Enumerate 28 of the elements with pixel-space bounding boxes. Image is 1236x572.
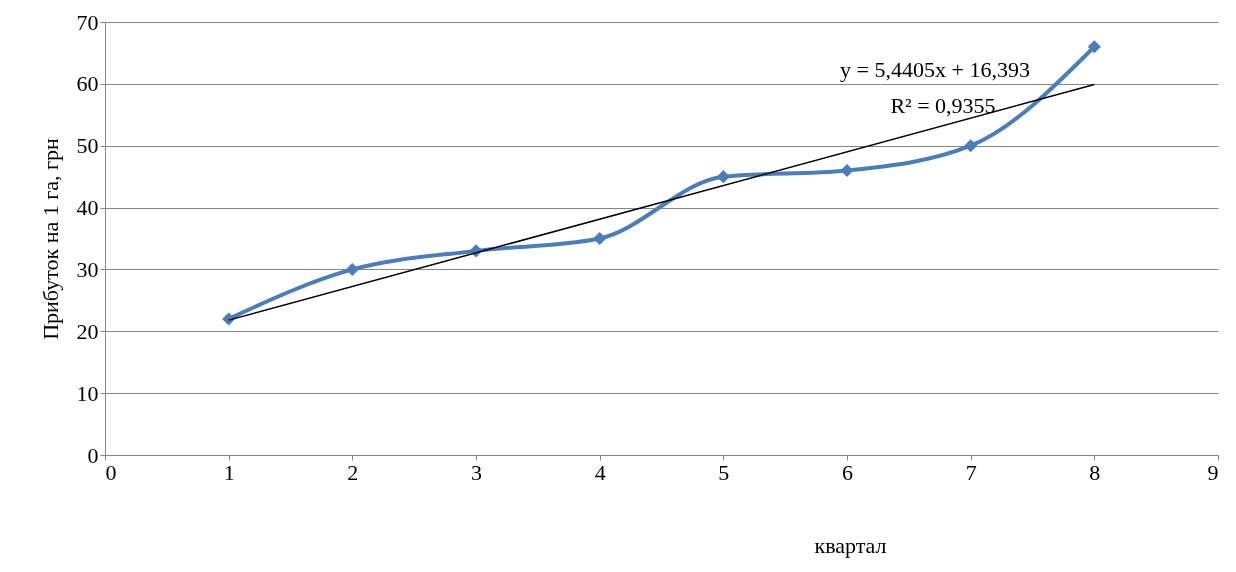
x-axis-title: квартал (814, 532, 887, 558)
y-axis-title: Прибуток на 1 га, грн (37, 137, 63, 340)
point (345, 262, 359, 276)
x-tick-label: 2 (347, 459, 359, 485)
point (1087, 40, 1101, 54)
point (964, 139, 978, 153)
point (593, 231, 607, 246)
x-tick-label: 1 (223, 459, 235, 485)
x-tick-label: 8 (1089, 459, 1101, 485)
annotation: R² = 0,9355 (890, 93, 996, 118)
y-tick-label: 30 (76, 256, 99, 282)
y-tick-label: 20 (76, 318, 99, 344)
y-tick-label: 60 (76, 71, 99, 97)
y-tick-label: 70 (76, 9, 99, 35)
y-tick-label: 0 (87, 442, 99, 468)
x-tick-label: 6 (842, 459, 853, 485)
x-tick-label: 3 (471, 459, 482, 485)
y-tick-label: 10 (76, 380, 99, 406)
x-tick-label: 4 (594, 459, 606, 485)
x-tick-label: 0 (105, 459, 117, 485)
x-tick-label: 7 (965, 459, 977, 485)
y-tick-label: 50 (76, 133, 99, 159)
annotation: y = 5,4405x + 16,393 (840, 57, 1030, 82)
y-tick-label: 40 (76, 195, 99, 221)
x-tick-label: 9 (1207, 459, 1219, 485)
x-tick-label: 5 (718, 459, 730, 485)
point (840, 163, 854, 177)
point (716, 170, 730, 184)
